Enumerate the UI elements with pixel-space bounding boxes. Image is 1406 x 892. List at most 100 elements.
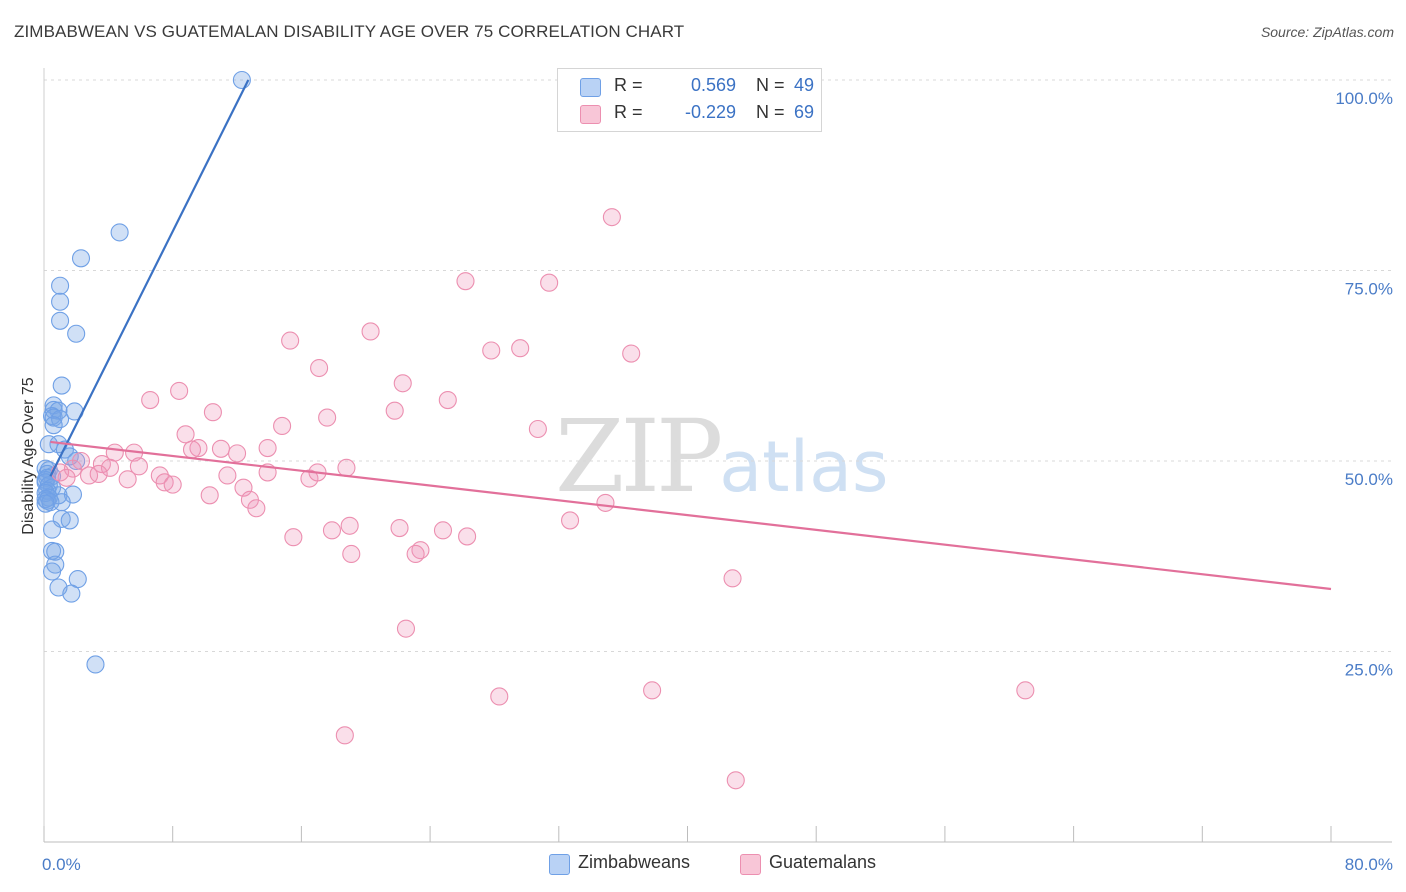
data-point-guatemalans	[393, 374, 412, 393]
data-point-guatemalans	[1016, 681, 1035, 700]
data-point-zimbabweans	[62, 584, 81, 603]
source-credit: Source: ZipAtlas.com	[1260, 24, 1394, 40]
legend-r-label: R =	[614, 102, 643, 122]
data-points	[36, 70, 1035, 790]
data-point-zimbabweans	[52, 376, 71, 395]
data-point-guatemalans	[458, 527, 477, 546]
legend-n-value: 49	[794, 75, 815, 95]
data-point-zimbabweans	[86, 655, 105, 674]
data-point-guatemalans	[726, 771, 745, 790]
legend-r-value: -0.229	[684, 102, 736, 122]
data-point-guatemalans	[203, 403, 222, 422]
data-point-zimbabweans	[51, 276, 70, 295]
x-tick-label-max: 80.0%	[1345, 855, 1393, 874]
data-point-guatemalans	[89, 464, 108, 484]
data-point-zimbabweans	[46, 542, 65, 561]
data-point-zimbabweans	[71, 249, 91, 268]
grid-lines	[44, 79, 1392, 652]
data-point-guatemalans	[396, 619, 416, 638]
data-point-guatemalans	[189, 438, 208, 458]
data-point-guatemalans	[438, 390, 457, 410]
data-point-zimbabweans	[110, 223, 129, 242]
data-point-guatemalans	[602, 208, 621, 227]
data-point-guatemalans	[170, 381, 189, 400]
data-point-guatemalans	[337, 458, 356, 477]
data-point-guatemalans	[218, 466, 237, 485]
data-point-guatemalans	[100, 458, 120, 477]
y-axis-title: Disability Age Over 75	[20, 377, 37, 535]
data-point-zimbabweans	[67, 324, 86, 343]
trend-lines	[49, 79, 1332, 591]
data-point-guatemalans	[322, 521, 342, 540]
watermark-zip: ZIP	[555, 398, 723, 515]
data-point-guatemalans	[273, 416, 292, 435]
data-point-guatemalans	[176, 425, 195, 444]
data-point-zimbabweans	[51, 311, 70, 330]
legend-swatch-pink	[580, 105, 601, 124]
data-point-guatemalans	[361, 322, 380, 341]
data-point-guatemalans	[118, 470, 137, 489]
data-point-zimbabweans	[38, 491, 57, 510]
data-point-guatemalans	[433, 521, 453, 540]
data-point-zimbabweans	[44, 408, 63, 427]
trend-line-guatemalans	[50, 440, 1332, 591]
data-point-guatemalans	[511, 339, 530, 358]
legend-n-value: 69	[794, 102, 815, 122]
legend-n-label: N =	[756, 75, 785, 95]
data-point-guatemalans	[456, 272, 475, 291]
data-point-guatemalans	[281, 331, 300, 350]
legend-n-label: N =	[756, 102, 785, 122]
data-point-guatemalans	[390, 519, 409, 538]
data-point-guatemalans	[163, 475, 182, 494]
tick-labels: 25.0% 50.0% 75.0% 100.0% 0.0% 80.0%	[42, 89, 1393, 874]
y-tick-label: 100.0%	[1335, 89, 1393, 108]
data-point-zimbabweans	[42, 520, 62, 539]
data-point-guatemalans	[490, 687, 509, 706]
correlation-legend: R = 0.569 N = 49 R = -0.229 N = 69	[557, 68, 822, 132]
data-point-guatemalans	[540, 273, 559, 292]
legend-r-value: 0.569	[690, 75, 736, 95]
legend-swatch-blue	[580, 78, 601, 97]
data-point-guatemalans	[482, 341, 501, 360]
data-point-guatemalans	[57, 468, 76, 487]
data-point-guatemalans	[385, 401, 404, 420]
data-point-guatemalans	[211, 439, 231, 458]
data-point-guatemalans	[182, 440, 202, 459]
data-point-zimbabweans	[51, 292, 70, 311]
data-point-guatemalans	[342, 544, 361, 564]
data-point-zimbabweans	[39, 435, 58, 454]
data-point-guatemalans	[310, 358, 329, 378]
data-point-guatemalans	[723, 569, 742, 588]
data-point-guatemalans	[528, 419, 547, 439]
data-point-zimbabweans	[60, 511, 79, 530]
data-point-guatemalans	[79, 466, 99, 485]
data-point-guatemalans	[561, 511, 580, 530]
legend-r-label: R =	[614, 75, 643, 95]
data-point-guatemalans	[622, 344, 641, 363]
series-label: Zimbabweans	[578, 852, 691, 872]
data-point-guatemalans	[406, 544, 425, 564]
x-tick-label-min: 0.0%	[42, 855, 81, 874]
data-point-guatemalans	[200, 486, 219, 505]
data-point-guatemalans	[129, 457, 148, 476]
data-point-guatemalans	[247, 499, 266, 518]
data-point-zimbabweans	[52, 493, 71, 512]
data-point-zimbabweans	[36, 494, 55, 513]
y-tick-label: 75.0%	[1345, 280, 1393, 299]
data-point-guatemalans	[596, 493, 615, 512]
axes	[43, 68, 1392, 843]
data-point-guatemalans	[228, 444, 247, 463]
watermark-atlas: atlas	[719, 426, 889, 508]
data-point-guatemalans	[335, 726, 354, 745]
trend-line-zimbabweans	[49, 79, 250, 477]
data-point-guatemalans	[258, 438, 277, 458]
data-point-zimbabweans	[42, 562, 62, 581]
data-point-guatemalans	[141, 390, 160, 410]
data-point-zimbabweans	[44, 400, 63, 419]
data-point-guatemalans	[284, 528, 303, 547]
data-point-guatemalans	[340, 516, 359, 535]
data-point-zimbabweans	[44, 416, 63, 435]
data-point-guatemalans	[643, 681, 662, 700]
series-swatch-blue	[549, 854, 570, 875]
